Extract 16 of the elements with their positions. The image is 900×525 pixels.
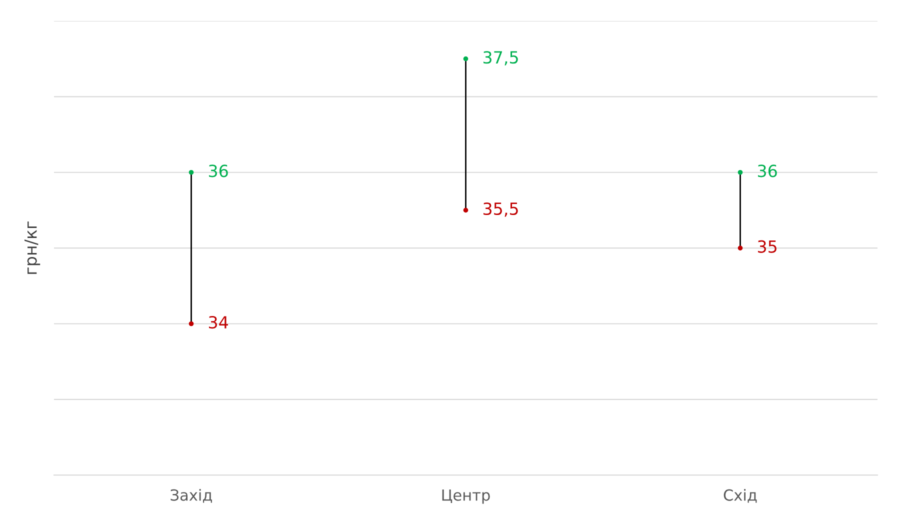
point bbox=[463, 56, 468, 62]
point bbox=[738, 170, 743, 175]
point bbox=[188, 170, 194, 175]
data-label: 36 bbox=[758, 164, 777, 178]
point bbox=[738, 246, 743, 250]
data-label: 36 bbox=[208, 164, 228, 178]
x-tick-label: Захід bbox=[170, 489, 212, 503]
point bbox=[463, 208, 468, 213]
x-tick-label: Центр bbox=[442, 489, 490, 504]
y-axis-title: грн/кг bbox=[24, 222, 40, 274]
point bbox=[188, 321, 194, 326]
data-label: 37,5 bbox=[483, 51, 518, 66]
data-label: 35,5 bbox=[483, 202, 518, 217]
x-tick-label: Схід bbox=[724, 489, 757, 503]
data-label: 34 bbox=[208, 316, 228, 329]
data-label: 35 bbox=[758, 240, 776, 253]
